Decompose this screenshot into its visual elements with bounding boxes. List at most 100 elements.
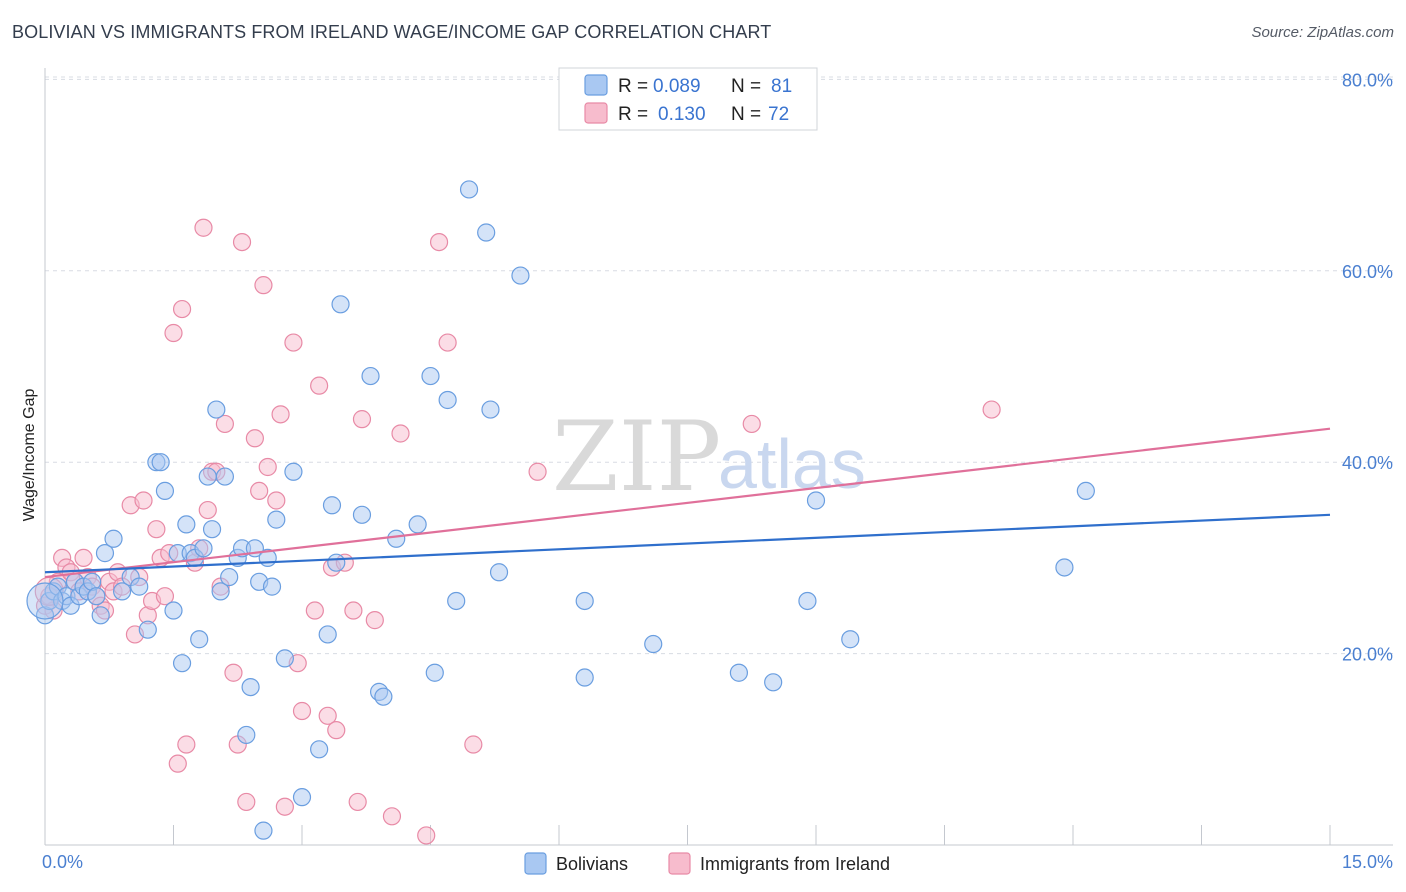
ireland-point — [382, 807, 402, 826]
legend-n-label-1: N = — [731, 76, 761, 97]
bolivians-point — [112, 582, 132, 601]
bolivians-point — [1076, 481, 1095, 501]
ireland-point — [271, 405, 290, 424]
bolivians-point — [237, 725, 256, 745]
bolivians-point — [241, 677, 260, 697]
ireland-point — [344, 601, 363, 620]
ireland-point — [267, 491, 286, 510]
bolivians-point — [95, 544, 115, 563]
bolivians-point — [172, 654, 192, 673]
trend-line-ireland — [44, 427, 1331, 579]
bolivians-point — [387, 529, 406, 548]
bolivians-point — [481, 400, 500, 419]
bottom-legend-ireland: Immigrants from Ireland — [700, 854, 890, 874]
bolivians-point — [190, 630, 209, 649]
watermark: ZIP atlas — [552, 401, 866, 513]
x-tick-label-min: 0.0% — [42, 852, 83, 872]
bottom-legend: Bolivians Immigrants from Ireland — [524, 852, 890, 875]
bolivians-point — [164, 601, 183, 620]
ireland-point — [429, 232, 449, 252]
bolivians-point — [322, 496, 342, 515]
ireland-point — [327, 721, 346, 740]
ireland-point — [438, 333, 457, 352]
y-axis-label: Wage/Income Gap — [21, 389, 38, 522]
ireland-point — [155, 587, 175, 606]
bolivians-point — [421, 366, 440, 386]
bolivians-point — [374, 687, 393, 706]
ireland-point — [194, 218, 213, 237]
ireland-point — [258, 457, 277, 477]
ireland-point — [318, 706, 337, 725]
bolivians-point — [310, 740, 329, 759]
trend-line-bolivians — [44, 513, 1331, 574]
bolivians-point — [575, 668, 594, 687]
x-tick-label-max: 15.0% — [1342, 852, 1393, 872]
bolivians-point — [275, 649, 294, 668]
bolivians-point — [220, 567, 239, 587]
bolivians-point — [327, 553, 346, 572]
bolivians-point — [284, 462, 303, 481]
bolivians-point — [798, 591, 817, 611]
legend: R = 0.089 N = 81 R = 0.130 N = 72 — [558, 67, 818, 131]
bolivians-point — [130, 577, 149, 596]
series-ireland-points — [34, 218, 1001, 845]
legend-swatch-bolivians — [584, 74, 608, 96]
legend-r-label-2: R = — [618, 104, 648, 125]
ireland-point — [348, 792, 367, 812]
legend-n-value-2: 72 — [768, 104, 789, 125]
bolivians-cluster-point — [26, 582, 64, 620]
ireland-point — [215, 414, 234, 434]
legend-r-label-1: R = — [618, 76, 648, 97]
bolivians-point — [138, 620, 157, 639]
ireland-point — [147, 520, 166, 539]
bolivians-point — [644, 634, 663, 654]
bolivians-point — [438, 390, 457, 410]
bolivians-point — [331, 295, 350, 314]
ireland-point — [275, 797, 294, 816]
chart-title: BOLIVIAN VS IMMIGRANTS FROM IRELAND WAGE… — [12, 22, 772, 42]
ireland-point — [742, 414, 761, 434]
ireland-point — [134, 491, 153, 510]
bolivians-point — [155, 481, 175, 501]
y-tick-labels: 20.0% 40.0% 60.0% 80.0% — [1342, 70, 1393, 664]
bolivians-point — [489, 563, 509, 582]
bolivians-point — [267, 510, 286, 529]
bolivians-point — [292, 788, 312, 807]
bolivians-point — [459, 180, 479, 199]
bolivians-point — [151, 453, 170, 472]
ireland-point — [237, 792, 256, 812]
ireland-point — [198, 500, 217, 520]
trend-lines — [44, 427, 1331, 579]
axes — [44, 68, 1393, 846]
bolivians-point — [215, 467, 234, 486]
ireland-point — [305, 601, 324, 620]
bolivians-point — [91, 606, 110, 625]
watermark-zip: ZIP — [552, 401, 721, 513]
legend-swatch-ireland — [584, 102, 608, 124]
ireland-point — [310, 376, 329, 395]
bolivians-point — [87, 587, 106, 606]
legend-r-value-1: 0.089 — [653, 76, 701, 97]
bolivians-point — [841, 630, 860, 649]
ireland-point — [164, 323, 183, 343]
ireland-point — [284, 333, 303, 352]
ireland-point — [250, 481, 269, 501]
bolivians-point — [447, 591, 466, 611]
bolivians-point — [254, 821, 273, 840]
bolivians-point — [104, 529, 123, 548]
bottom-legend-swatch-ireland — [668, 852, 691, 875]
y-tick-label-80: 80.0% — [1342, 70, 1393, 90]
bottom-legend-bolivians: Bolivians — [556, 854, 628, 874]
ireland-point — [391, 424, 410, 443]
bolivians-point — [318, 625, 337, 644]
bolivians-point — [425, 663, 444, 682]
bolivians-point — [211, 582, 230, 601]
bolivians-point — [806, 491, 826, 510]
legend-n-value-1: 81 — [771, 76, 792, 97]
bolivians-point — [202, 520, 222, 539]
legend-r-value-2: 0.130 — [658, 104, 706, 125]
ireland-point — [982, 400, 1001, 419]
bolivians-point — [361, 366, 380, 386]
bolivians-point — [477, 223, 496, 242]
